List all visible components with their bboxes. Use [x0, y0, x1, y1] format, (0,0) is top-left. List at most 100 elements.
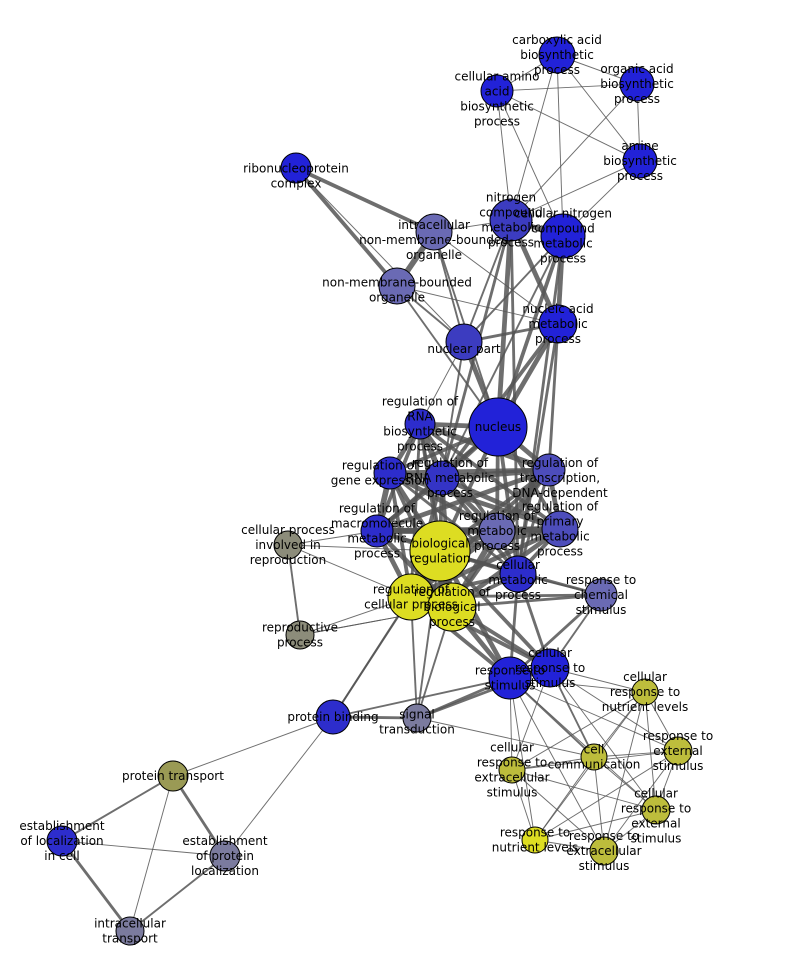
node-label: regulation of macromolecule metabolic proce…: [331, 501, 423, 560]
node-label: nucleic acid metabolic process: [522, 302, 593, 346]
graph-edge: [287, 544, 301, 636]
graph-node[interactable]: [532, 453, 566, 487]
graph-node[interactable]: [631, 678, 659, 706]
graph-node[interactable]: [46, 825, 78, 857]
graph-node[interactable]: [445, 323, 483, 361]
node-label: regulation of RNA metabolic process: [406, 456, 495, 500]
graph-edge: [593, 756, 605, 852]
graph-edge: [603, 750, 679, 852]
graph-edge: [172, 716, 334, 777]
graph-edge: [496, 83, 638, 92]
graph-edge: [129, 775, 174, 932]
node-label: nucleus: [475, 420, 521, 434]
nodes-layer[interactable]: [46, 36, 693, 946]
graph-node[interactable]: [157, 760, 189, 792]
node-label: protein transport: [122, 769, 224, 783]
graph-edge: [496, 235, 565, 428]
node-label: cellular nitrogen compound metabolic proces…: [514, 206, 612, 265]
graph-node[interactable]: [489, 198, 533, 242]
graph-edge: [549, 667, 679, 752]
graph-node[interactable]: [584, 578, 618, 612]
graph-edge: [61, 840, 226, 857]
graph-edge: [534, 756, 595, 841]
graph-node[interactable]: [378, 267, 416, 305]
graph-node[interactable]: [488, 656, 532, 700]
graph-edge: [463, 235, 564, 343]
graph-edge: [510, 54, 558, 221]
node-label: response to chemical stimulus: [566, 573, 636, 617]
graph-edge: [224, 716, 334, 857]
graph-node[interactable]: [415, 213, 453, 251]
graph-edge: [396, 285, 559, 325]
node-label: response to external stimulus: [643, 729, 713, 773]
node-label: signal transduction: [379, 707, 455, 736]
graph-edge: [495, 219, 514, 428]
node-label: carboxylic acid biosynthetic process: [512, 33, 602, 77]
graph-node[interactable]: [663, 736, 693, 766]
graph-edge: [509, 677, 679, 752]
graph-edge: [441, 341, 465, 479]
graph-node[interactable]: [115, 916, 145, 946]
graph-node[interactable]: [409, 520, 471, 582]
graph-node[interactable]: [373, 456, 407, 490]
graph-edge: [547, 323, 560, 471]
node-label: cell communication: [548, 742, 641, 771]
graph-node[interactable]: [468, 397, 528, 457]
graph-edge: [433, 231, 559, 325]
node-label: cellular response to extracellular stimulus: [474, 740, 549, 799]
node-label: non-membrane-bounded organelle: [322, 275, 472, 304]
graph-node[interactable]: [499, 555, 537, 593]
node-label: regulation of biological process: [414, 585, 491, 629]
graph-node[interactable]: [427, 582, 477, 632]
graph-node[interactable]: [641, 795, 671, 825]
graph-node[interactable]: [530, 648, 570, 688]
graph-node[interactable]: [480, 74, 514, 108]
graph-node[interactable]: [280, 152, 312, 184]
graph-node[interactable]: [404, 408, 436, 440]
node-label: ribonucleoprotein complex: [243, 161, 349, 190]
graph-node[interactable]: [498, 756, 526, 784]
graph-edge: [129, 855, 226, 932]
graph-node[interactable]: [538, 36, 576, 74]
node-label: response to nutrient levels: [492, 825, 578, 854]
graph-edge: [389, 467, 550, 476]
graph-node[interactable]: [538, 304, 578, 344]
graph-edge: [332, 677, 511, 718]
graph-edge: [171, 775, 227, 857]
graph-node[interactable]: [285, 620, 315, 650]
graph-edge: [549, 667, 657, 811]
graph-node[interactable]: [209, 840, 241, 872]
node-label: regulation of RNA biosynthetic process: [382, 394, 459, 453]
graph-edge: [603, 691, 646, 852]
graph-node[interactable]: [273, 530, 303, 560]
graph-edge: [496, 90, 512, 221]
node-label: regulation of transcription, DNA-dependent: [512, 456, 608, 500]
graph-node[interactable]: [541, 510, 579, 548]
graph-node[interactable]: [589, 836, 619, 866]
graph-edge: [556, 54, 641, 162]
graph-edge: [295, 167, 465, 343]
graph-edge: [294, 166, 399, 288]
graph-node[interactable]: [360, 514, 394, 548]
graph-node[interactable]: [402, 703, 432, 733]
node-label: response to extracellular stimulus: [566, 829, 641, 873]
node-label: biological regulation: [410, 536, 471, 565]
graph-node[interactable]: [478, 512, 516, 550]
graph-edge: [534, 809, 657, 841]
graph-edge: [511, 769, 657, 811]
graph-node[interactable]: [424, 460, 460, 496]
graph-node[interactable]: [521, 826, 549, 854]
graph-node[interactable]: [619, 66, 655, 102]
node-label: reproductive process: [262, 620, 338, 649]
node-label: nuclear part: [427, 342, 501, 356]
graph-edge: [376, 467, 550, 534]
graph-node[interactable]: [580, 743, 608, 771]
graph-node[interactable]: [315, 699, 351, 735]
node-label: nitrogen compound metabolic process: [479, 190, 542, 249]
graph-edge: [534, 750, 679, 841]
node-label: establishment of protein localization: [182, 834, 268, 878]
graph-node[interactable]: [540, 213, 586, 259]
graph-node[interactable]: [622, 143, 658, 179]
graph-edge: [463, 219, 512, 343]
